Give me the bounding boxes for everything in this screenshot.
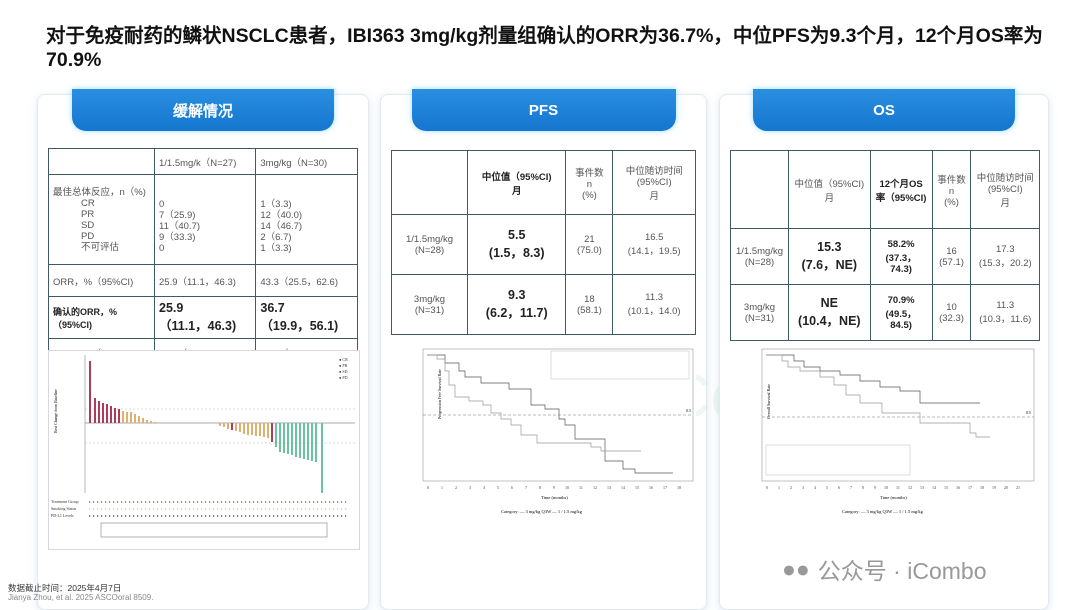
svg-text:5: 5	[826, 485, 828, 490]
svg-text:6: 6	[838, 485, 840, 490]
svg-text:17: 17	[968, 485, 972, 490]
svg-text:21: 21	[1016, 485, 1020, 490]
svg-text:20: 20	[1004, 485, 1008, 490]
svg-text:8: 8	[862, 485, 864, 490]
svg-text:15: 15	[635, 485, 639, 490]
svg-text:8: 8	[539, 485, 541, 490]
svg-text:Category: — 3 mg/kg Q3W —: Category: — 3 mg/kg Q3W — 1 / 1.5 mg/kg	[501, 509, 583, 514]
svg-text:12: 12	[908, 485, 912, 490]
svg-text:11: 11	[579, 485, 583, 490]
svg-text:10: 10	[565, 485, 569, 490]
svg-text:Time (months): Time (months)	[541, 495, 568, 500]
svg-text:● SD: ● SD	[339, 369, 348, 374]
svg-text:16: 16	[649, 485, 653, 490]
svg-text:0.5: 0.5	[686, 408, 691, 413]
svg-text:17: 17	[663, 485, 667, 490]
svg-text:9: 9	[874, 485, 876, 490]
svg-text:0.5: 0.5	[1026, 410, 1031, 415]
svg-text:0: 0	[427, 485, 429, 490]
svg-text:0: 0	[766, 485, 768, 490]
os-km-chart: Overall Survival Rate 0.5 0 1 2 3 4 5 6 7 8 9 10 11…	[730, 347, 1040, 551]
svg-text:4: 4	[814, 485, 816, 490]
svg-text:9: 9	[553, 485, 555, 490]
os-header: OS	[753, 89, 1015, 131]
os-table: 中位值（95%CI) 月 12个月OS 率（95%CI) 事件数 n (%) 中位随访…	[730, 150, 1040, 341]
svg-text:12: 12	[593, 485, 597, 490]
svg-text:5: 5	[497, 485, 499, 490]
svg-text:Smoking Status: Smoking Status	[51, 506, 77, 511]
waterfall-chart: Best Change from Baseline ● CR ● PR ● SD ● …	[48, 350, 360, 550]
pfs-table: 中位值（95%CI) 月事件数 n (%) 中位随访时间 (95%CI) 月 1/…	[391, 150, 696, 335]
svg-text:2: 2	[790, 485, 792, 490]
data-cutoff: 数据截止时间：2025年4月7日	[8, 583, 122, 593]
wechat-icon: ●●	[782, 555, 810, 582]
svg-text:Progression Free Survival Rate: Progression Free Survival Rate	[437, 369, 442, 419]
svg-text:Time (months): Time (months)	[880, 495, 907, 500]
svg-text:14: 14	[621, 485, 625, 490]
svg-text:1: 1	[441, 485, 443, 490]
svg-text:19: 19	[992, 485, 996, 490]
svg-text:Overall Survival Rate: Overall Survival Rate	[766, 384, 771, 419]
svg-text:11: 11	[896, 485, 900, 490]
response-table: 1/1.5mg/k（N=27) 3mg/kg（N=30) 最佳总体反应，n（%) C…	[48, 148, 358, 367]
svg-text:13: 13	[607, 485, 611, 490]
svg-text:● PR: ● PR	[339, 363, 348, 368]
svg-text:14: 14	[932, 485, 936, 490]
svg-text:10: 10	[884, 485, 888, 490]
reference: Jianya Zhou, et al. 2025 ASCOoral 8509.	[8, 593, 154, 602]
svg-text:3: 3	[802, 485, 804, 490]
page-title: 对于免疫耐药的鳞状NSCLC患者，IBI363 3mg/kg剂量组确认的ORR为…	[46, 25, 1043, 71]
svg-text:PD-L1 Levels: PD-L1 Levels	[51, 513, 74, 518]
watermark: ●● 公众号 · iCombo	[782, 555, 987, 585]
svg-text:3: 3	[469, 485, 471, 490]
svg-text:Treatment Group: Treatment Group	[51, 499, 79, 504]
svg-text:Best Change from Baseline: Best Change from Baseline	[53, 389, 58, 433]
svg-text:15: 15	[944, 485, 948, 490]
svg-text:7: 7	[525, 485, 527, 490]
svg-text:2: 2	[455, 485, 457, 490]
svg-text:1: 1	[778, 485, 780, 490]
svg-text:● PD: ● PD	[339, 375, 348, 380]
os-panel: OS 中位值（95%CI) 月 12个月OS 率（95%CI) 事件数 n (%) 中…	[719, 89, 1049, 610]
svg-text:6: 6	[511, 485, 513, 490]
svg-text:13: 13	[920, 485, 924, 490]
response-panel: 缓解情况 1/1.5mg/k（N=27) 3mg/kg（N=30) 最佳总体反应，…	[37, 89, 369, 610]
svg-text:18: 18	[980, 485, 984, 490]
svg-text:4: 4	[483, 485, 485, 490]
svg-text:Category: — 3 mg/kg Q3W —: Category: — 3 mg/kg Q3W — 1 / 1.5 mg/kg	[842, 509, 924, 514]
svg-text:16: 16	[956, 485, 960, 490]
svg-text:7: 7	[850, 485, 852, 490]
pfs-header: PFS	[411, 89, 676, 131]
svg-text:● CR: ● CR	[339, 357, 348, 362]
response-header: 缓解情况	[72, 89, 334, 131]
svg-text:18: 18	[677, 485, 681, 490]
